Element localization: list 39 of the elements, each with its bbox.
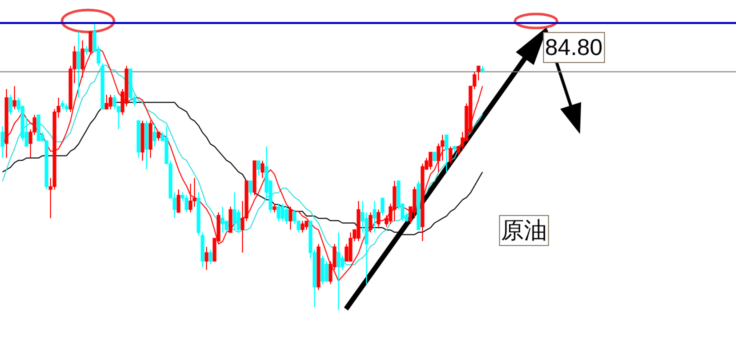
candlestick bbox=[8, 94, 12, 116]
text: 原油 bbox=[499, 215, 549, 246]
candlestick bbox=[380, 198, 384, 216]
candlestick bbox=[320, 254, 324, 285]
candlestick bbox=[392, 180, 396, 222]
candlestick bbox=[300, 220, 304, 234]
candlestick bbox=[232, 192, 236, 230]
candlestick bbox=[112, 94, 116, 110]
candlestick bbox=[448, 146, 452, 164]
candlestick bbox=[348, 232, 352, 262]
candlestick bbox=[284, 206, 288, 224]
candlestick bbox=[428, 152, 432, 170]
candlestick bbox=[208, 249, 212, 265]
candlestick bbox=[368, 212, 372, 234]
candlestick bbox=[412, 186, 416, 219]
candlestick bbox=[280, 203, 284, 222]
candlestick bbox=[152, 122, 156, 147]
candlestick bbox=[204, 246, 208, 270]
candlestick bbox=[336, 232, 340, 310]
text: 84.80 bbox=[543, 32, 605, 63]
candlestick bbox=[256, 160, 260, 176]
candlestick bbox=[376, 209, 380, 228]
candlestick bbox=[444, 134, 448, 173]
candlestick bbox=[108, 94, 112, 110]
candlestick bbox=[324, 260, 328, 282]
candlestick bbox=[340, 254, 344, 270]
candlestick bbox=[184, 194, 188, 213]
candlestick bbox=[372, 200, 376, 234]
candlestick bbox=[276, 203, 280, 222]
candlestick bbox=[248, 180, 252, 196]
candlestick bbox=[0, 126, 4, 158]
candlestick bbox=[176, 188, 180, 213]
candlestick bbox=[228, 206, 232, 234]
candlestick bbox=[76, 31, 80, 98]
candlestick bbox=[220, 206, 224, 234]
candlestick bbox=[260, 160, 264, 178]
candlestick bbox=[104, 94, 108, 110]
candlestick bbox=[12, 86, 16, 110]
candlestick bbox=[288, 206, 292, 230]
